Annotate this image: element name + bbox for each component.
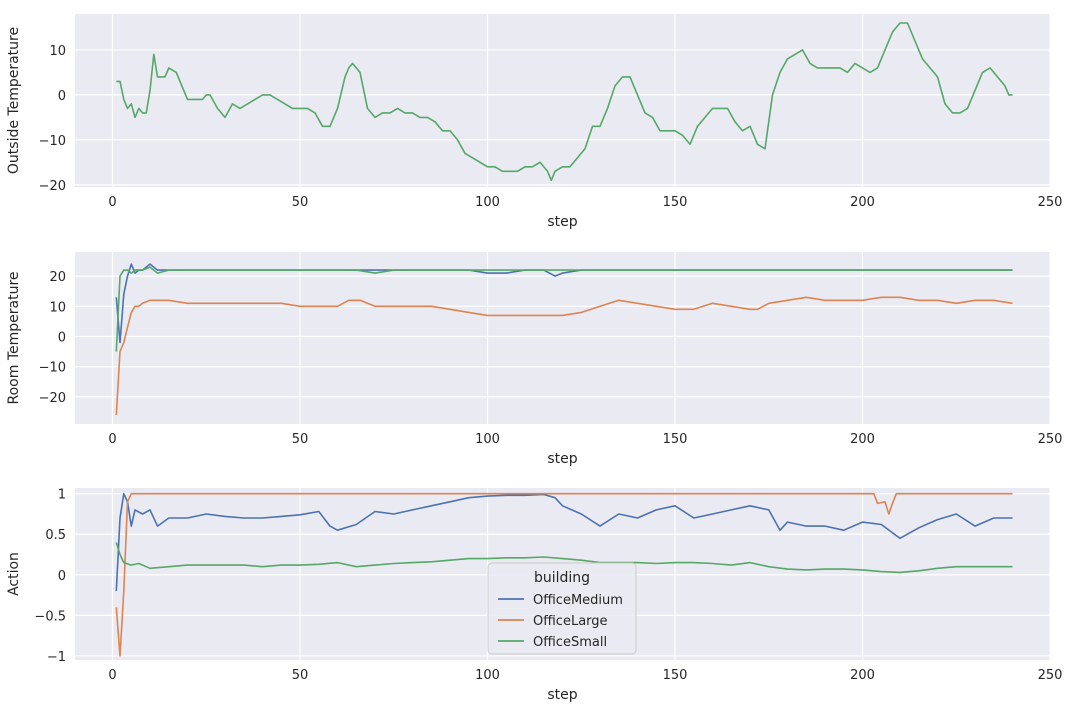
y-tick-label: 1: [58, 488, 66, 503]
action-subplot: 0 50 100 150 200 250 −1 −0.5 0 0.5 1 step Action buil…: [6, 488, 1062, 703]
y-tick-label: −0.5: [34, 609, 66, 624]
x-tick-label: 250: [1038, 432, 1063, 447]
legend-box: [487, 562, 637, 655]
x-tick-label: 250: [1038, 668, 1063, 683]
x-tick-label: 0: [108, 432, 116, 447]
x-tick-label: 0: [108, 668, 116, 683]
plot-background: [75, 252, 1050, 424]
x-axis-label: step: [547, 451, 577, 467]
series-line: [116, 22, 1013, 182]
x-tick-label: 200: [850, 195, 875, 210]
series-line: [115, 296, 1013, 415]
y-tick-label: 20: [49, 270, 66, 285]
room-temperature-subplot: 0 50 100 150 200 250 −20 −10 0 10 20 step Room Tempe…: [6, 252, 1062, 467]
y-tick-label: −20: [39, 391, 66, 406]
x-tick-label: 250: [1038, 195, 1063, 210]
x-tick-label: 150: [663, 668, 688, 683]
x-tick-label: 50: [292, 195, 309, 210]
x-tick-label: 50: [292, 668, 309, 683]
x-tick-label: 100: [475, 195, 500, 210]
legend-title: building: [534, 570, 590, 586]
y-axis-label: Outside Temperature: [6, 27, 22, 174]
series-line-officelarge: [115, 492, 1013, 657]
x-tick-label: 50: [292, 432, 309, 447]
x-tick-label: 0: [108, 195, 116, 210]
x-axis-label: step: [547, 214, 577, 230]
legend-entry-officelarge: OfficeLarge: [533, 614, 608, 629]
x-tick-label: 100: [475, 432, 500, 447]
y-tick-label: 10: [49, 300, 66, 315]
y-tick-label: 0: [58, 89, 66, 104]
series-line-officemedium: [115, 492, 1013, 592]
legend-entry-officesmall: OfficeSmall: [533, 635, 607, 650]
legend-entry-officemedium: OfficeMedium: [533, 593, 623, 608]
series-line: [115, 266, 1013, 352]
y-axis-label: Action: [6, 552, 22, 596]
x-tick-label: 200: [850, 668, 875, 683]
x-tick-label: 100: [475, 668, 500, 683]
y-tick-label: 0: [58, 569, 66, 584]
x-tick-label: 150: [663, 432, 688, 447]
outside-temperature-subplot: 0 50 100 150 200 250 −20 −10 0 10 step Outside Temp…: [6, 14, 1062, 230]
y-tick-label: −20: [39, 179, 66, 194]
y-tick-label: 0.5: [45, 528, 66, 543]
legend: building OfficeMedium OfficeLarge OfficeSma…: [487, 562, 637, 655]
y-tick-label: 10: [49, 44, 66, 59]
y-tick-label: −10: [39, 134, 66, 149]
x-axis-label: step: [547, 687, 577, 703]
series-line-officesmall: [115, 542, 1013, 574]
y-tick-label: −1: [47, 650, 66, 665]
y-axis-label: Room Temperature: [6, 272, 22, 405]
y-tick-label: 0: [58, 330, 66, 345]
y-tick-label: −10: [39, 361, 66, 376]
plot-background: [75, 14, 1050, 187]
x-tick-label: 150: [663, 195, 688, 210]
x-tick-label: 200: [850, 432, 875, 447]
